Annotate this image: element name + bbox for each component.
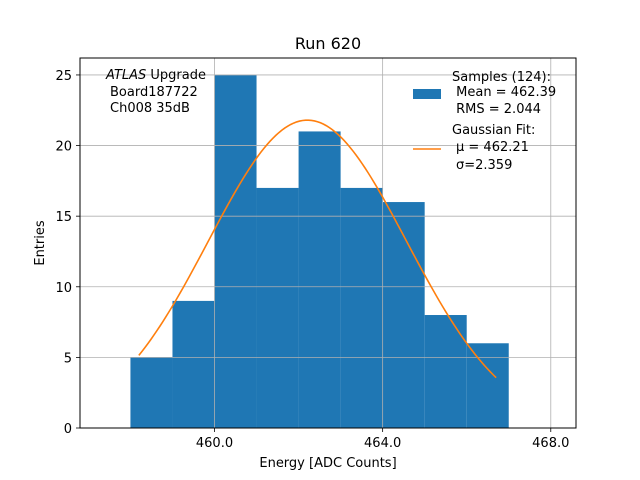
histogram-bar (340, 187, 383, 428)
x-tick-label: 460.0 (196, 436, 233, 451)
annotation-upgrade: Upgrade (146, 68, 206, 83)
annotation-channel: Ch008 35dB (110, 101, 190, 116)
legend-fit-line-1: Gaussian Fit: (452, 123, 535, 138)
legend-samples-swatch (413, 89, 441, 99)
legend-samples-line-2: Mean = 462.39 (452, 85, 556, 100)
histogram-bar (424, 315, 467, 428)
chart-title: Run 620 (295, 34, 361, 53)
histogram-bar (214, 74, 257, 428)
histogram-bar (466, 343, 509, 428)
histogram-bar (256, 187, 299, 428)
legend: Samples (124): Mean = 462.39 RMS = 2.044… (413, 70, 556, 173)
gaussian-fit-curve (138, 119, 497, 379)
legend-samples-line-1: Samples (124): (452, 70, 551, 85)
y-tick-label: 15 (55, 210, 72, 225)
y-tick-label: 20 (55, 140, 72, 155)
annotation-line-1: ATLAS Upgrade (105, 68, 206, 83)
histogram-bar (172, 300, 215, 428)
legend-fit-line-3: σ=2.359 (456, 158, 512, 173)
histogram-bars (130, 74, 509, 428)
axis-ticks: 460.0 464.0 468.0 0 5 10 15 20 25 (55, 69, 569, 451)
y-tick-label: 5 (64, 351, 72, 366)
annotation-atlas: ATLAS (105, 68, 146, 83)
annotation-board: Board187722 (110, 85, 198, 100)
histogram-bar (298, 131, 341, 428)
gaussian-fit-layer (138, 119, 497, 379)
x-axis-label: Energy [ADC Counts] (259, 456, 396, 471)
x-tick-label: 468.0 (532, 436, 569, 451)
plot-frame (79, 57, 577, 429)
histogram-bar (382, 202, 425, 428)
x-tick-label: 464.0 (364, 436, 401, 451)
legend-samples-line-3: RMS = 2.044 (452, 102, 541, 117)
y-tick-label: 25 (55, 69, 72, 84)
atlas-annotation: ATLAS Upgrade Board187722 Ch008 35dB (105, 68, 206, 116)
y-tick-label: 10 (55, 281, 72, 296)
histogram-bar (130, 357, 173, 428)
y-axis-label: Entries (33, 220, 48, 266)
legend-fit-line-2: μ = 462.21 (456, 140, 529, 155)
y-tick-label: 0 (64, 422, 72, 437)
